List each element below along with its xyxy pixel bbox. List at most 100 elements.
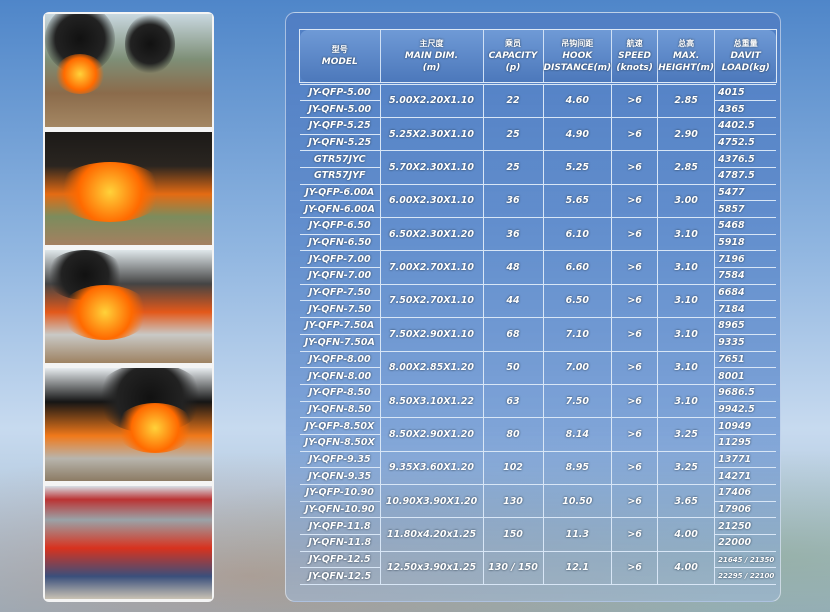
model-cell: JY-QFP-12.5 <box>300 550 381 569</box>
davit-load-cell: 5468 <box>714 217 777 235</box>
max-height-cell: 3.25 <box>657 450 716 486</box>
header-zh: 吊钩间距 <box>561 39 594 48</box>
header-zh: 乘员 <box>505 39 521 48</box>
davit-load-cell: 4752.5 <box>714 133 777 152</box>
davit-load-cell: 21645 / 21350 <box>714 550 777 569</box>
model-cell: JY-QFP-7.00 <box>300 250 381 269</box>
photo-strip <box>43 12 214 602</box>
speed-cell: >6 <box>611 417 659 452</box>
capacity-cell: 130 <box>482 483 544 519</box>
main-dim-cell: 5.00X2.20X1.10 <box>379 83 484 118</box>
capacity-cell: 102 <box>482 450 544 486</box>
main-dim-cell: 7.00X2.70X1.10 <box>379 250 484 285</box>
hook-distance-cell: 8.14 <box>542 417 613 452</box>
column-header: 型号 MODEL <box>300 30 380 82</box>
main-dim-cell: 6.00X2.30X1.10 <box>379 183 484 219</box>
main-dim-cell: 10.90X3.90X1.20 <box>379 483 484 519</box>
table-header: 型号 MODEL 主尺度 MAIN DIM. (m) 乘员 CAPACITY (p) 吊钩间距 H… <box>298 29 778 83</box>
speed-cell: >6 <box>611 550 659 586</box>
davit-load-cell: 4402.5 <box>714 116 777 135</box>
main-dim-cell: 12.50x3.90x1.25 <box>379 550 484 586</box>
header-unit: HEIGHT(m) <box>658 63 714 73</box>
max-height-cell: 3.10 <box>657 383 716 419</box>
model-cell: JY-QFN-12.5 <box>300 567 381 586</box>
model-cell: JY-QFN-5.00 <box>300 100 381 118</box>
model-cell: JY-QFP-10.90 <box>300 484 381 502</box>
hook-distance-cell: 7.00 <box>542 350 613 385</box>
table-row: JY-QFP-8.50 8.50X3.10X1.22 63 7.50 >6 3.10 968… <box>300 383 777 419</box>
table-row: JY-QFN-5.00 4365 <box>300 100 777 118</box>
davit-load-cell: 9686.5 <box>714 383 777 402</box>
table-row: JY-QFN-5.25 4752.5 <box>300 133 777 152</box>
capacity-cell: 22 <box>482 83 544 118</box>
lifeboat-crew-photo <box>45 486 212 599</box>
column-header: 总高 MAX. HEIGHT(m) <box>657 30 715 82</box>
main-dim-cell: 9.35X3.60X1.20 <box>379 450 484 486</box>
table-row: JY-QFN-7.50A 9335 <box>300 333 777 352</box>
table-row: JY-QFP-7.50A 7.50X2.90X1.10 68 7.10 >6 3.10 89… <box>300 317 777 352</box>
davit-load-cell: 6684 <box>714 283 777 302</box>
max-height-cell: 3.65 <box>657 483 716 519</box>
table-row: JY-QFN-12.5 22295 / 22100 <box>300 567 777 586</box>
davit-load-cell: 17906 <box>714 500 777 519</box>
header-en: MAIN DIM. <box>404 51 459 61</box>
max-height-cell: 3.10 <box>657 317 716 352</box>
model-cell: JY-QFN-7.50A <box>300 333 381 352</box>
davit-load-cell: 4787.5 <box>714 166 777 185</box>
davit-load-cell: 7184 <box>714 300 777 319</box>
table-row: JY-QFP-7.00 7.00X2.70X1.10 48 6.60 >6 3.10 719… <box>300 250 777 285</box>
hook-distance-cell: 7.10 <box>542 317 613 352</box>
model-cell: JY-QFP-7.50A <box>300 317 381 335</box>
model-cell: JY-QFP-9.35 <box>300 450 381 469</box>
max-height-cell: 3.10 <box>657 350 716 385</box>
model-cell: JY-QFN-8.50 <box>300 400 381 419</box>
davit-load-cell: 7584 <box>714 267 777 285</box>
davit-load-cell: 4015 <box>714 83 777 102</box>
max-height-cell: 4.00 <box>657 550 716 586</box>
model-cell: JY-QFP-8.50X <box>300 417 381 435</box>
table-row: JY-QFP-6.00A 6.00X2.30X1.10 36 5.65 >6 3.00 54… <box>300 183 777 219</box>
table-row: JY-QFP-11.8 11.80x4.20x1.25 150 11.3 >6 4.00 2… <box>300 517 777 552</box>
fire-test-photo <box>45 250 212 363</box>
speed-cell: >6 <box>611 116 659 152</box>
model-cell: JY-QFP-8.00 <box>300 350 381 369</box>
main-dim-cell: 7.50X2.90X1.10 <box>379 317 484 352</box>
davit-load-cell: 14271 <box>714 467 777 485</box>
speed-cell: >6 <box>611 517 659 552</box>
header-en: MODEL <box>321 57 358 67</box>
model-cell: JY-QFP-5.25 <box>300 116 381 135</box>
capacity-cell: 50 <box>482 350 544 385</box>
max-height-cell: 3.10 <box>657 283 716 319</box>
davit-load-cell: 11295 <box>714 433 777 452</box>
capacity-cell: 80 <box>482 417 544 452</box>
table-row: JY-QFP-5.25 5.25X2.30X1.10 25 4.90 >6 2.90 440… <box>300 116 777 152</box>
header-en: DAVIT <box>730 51 761 61</box>
hook-distance-cell: 7.50 <box>542 383 613 419</box>
model-cell: JY-QFN-8.00 <box>300 367 381 385</box>
hook-distance-cell: 8.95 <box>542 450 613 486</box>
hook-distance-cell: 12.1 <box>542 550 613 586</box>
header-unit: DISTANCE(m) <box>543 63 612 73</box>
table-row: JY-QFP-8.50X 8.50X2.90X1.20 80 8.14 >6 3.25 10… <box>300 417 777 452</box>
main-dim-cell: 5.70X2.30X1.10 <box>379 150 484 185</box>
speed-cell: >6 <box>611 483 659 519</box>
capacity-cell: 36 <box>482 183 544 219</box>
header-unit: (knots) <box>616 63 653 73</box>
model-cell: JY-QFN-6.00A <box>300 200 381 218</box>
davit-load-cell: 13771 <box>714 450 777 469</box>
hook-distance-cell: 6.60 <box>542 250 613 285</box>
main-dim-cell: 6.50X2.30X1.20 <box>379 216 484 252</box>
header-zh: 型号 <box>331 45 348 54</box>
davit-load-cell: 8965 <box>714 317 777 335</box>
model-cell: JY-QFP-7.50 <box>300 283 381 302</box>
model-cell: JY-QFP-6.50 <box>300 217 381 235</box>
davit-load-cell: 4376.5 <box>714 150 777 168</box>
table-row: JY-QFP-8.00 8.00X2.85X1.20 50 7.00 >6 3.10 765… <box>300 350 777 385</box>
hook-distance-cell: 6.50 <box>542 283 613 319</box>
max-height-cell: 2.85 <box>657 83 716 118</box>
fire-test-photo <box>45 14 212 127</box>
header-en: CAPACITY <box>488 51 538 61</box>
speed-cell: >6 <box>611 83 659 118</box>
davit-load-cell: 17406 <box>714 484 777 502</box>
main-dim-cell: 8.50X3.10X1.22 <box>379 383 484 419</box>
